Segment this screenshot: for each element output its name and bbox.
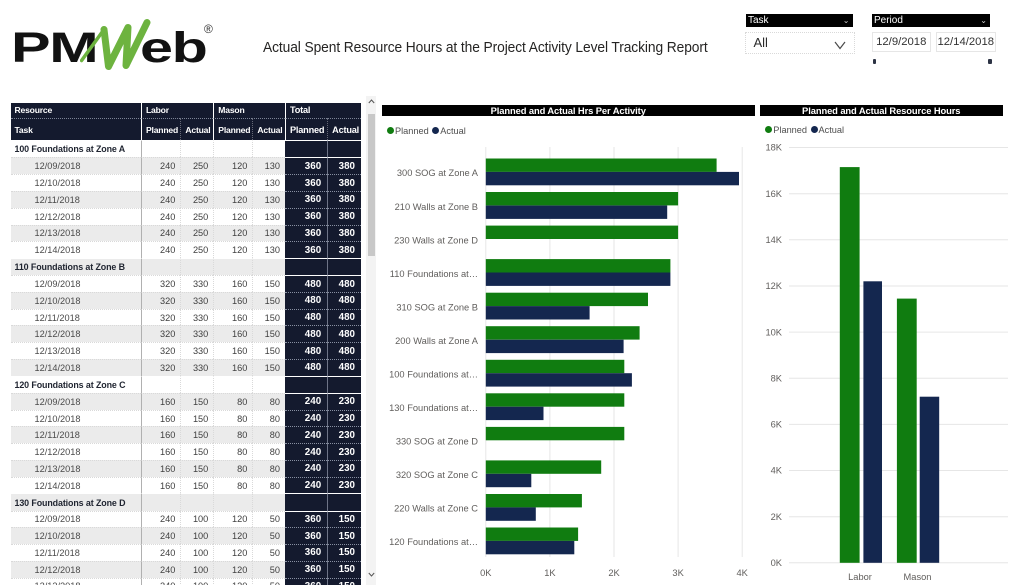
svg-text:1K: 1K bbox=[544, 568, 556, 578]
svg-text:330 SOG at Zone D: 330 SOG at Zone D bbox=[396, 437, 478, 447]
svg-text:6K: 6K bbox=[771, 420, 783, 430]
svg-text:0K: 0K bbox=[771, 558, 783, 568]
svg-text:120 Foundations at…: 120 Foundations at… bbox=[389, 537, 478, 547]
svg-text:320 SOG at Zone C: 320 SOG at Zone C bbox=[396, 470, 478, 480]
svg-text:110 Foundations at…: 110 Foundations at… bbox=[390, 269, 478, 279]
svg-text:0K: 0K bbox=[480, 568, 492, 578]
svg-text:3K: 3K bbox=[672, 568, 684, 578]
svg-text:300 SOG at Zone A: 300 SOG at Zone A bbox=[397, 168, 479, 178]
svg-text:230 Walls at Zone D: 230 Walls at Zone D bbox=[394, 235, 478, 245]
svg-text:Labor: Labor bbox=[848, 572, 872, 582]
svg-text:10K: 10K bbox=[765, 327, 782, 337]
svg-text:200 Walls at Zone A: 200 Walls at Zone A bbox=[395, 336, 479, 346]
svg-text:12K: 12K bbox=[765, 281, 782, 291]
svg-text:310 SOG at Zone B: 310 SOG at Zone B bbox=[396, 302, 478, 312]
svg-text:4K: 4K bbox=[771, 466, 783, 476]
svg-text:14K: 14K bbox=[765, 235, 782, 245]
svg-text:16K: 16K bbox=[765, 189, 782, 199]
svg-text:100 Foundations at…: 100 Foundations at… bbox=[389, 370, 478, 380]
svg-text:210 Walls at Zone B: 210 Walls at Zone B bbox=[395, 202, 478, 212]
svg-text:2K: 2K bbox=[608, 568, 620, 578]
svg-text:2K: 2K bbox=[771, 512, 783, 522]
svg-text:18K: 18K bbox=[765, 143, 782, 153]
svg-text:Mason: Mason bbox=[904, 572, 932, 582]
svg-text:130 Foundations at…: 130 Foundations at… bbox=[389, 403, 478, 413]
svg-text:220 Walls at Zone C: 220 Walls at Zone C bbox=[394, 504, 478, 514]
svg-text:8K: 8K bbox=[771, 373, 783, 383]
svg-text:4K: 4K bbox=[737, 568, 749, 578]
